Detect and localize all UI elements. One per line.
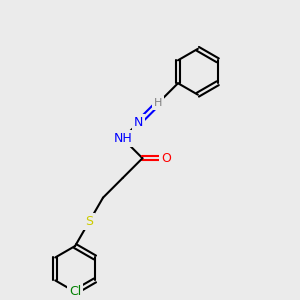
Text: Cl: Cl: [69, 285, 81, 298]
Text: S: S: [85, 215, 93, 228]
Text: H: H: [154, 98, 162, 108]
Text: O: O: [161, 152, 171, 165]
Text: NH: NH: [113, 132, 132, 145]
Text: N: N: [134, 116, 143, 129]
